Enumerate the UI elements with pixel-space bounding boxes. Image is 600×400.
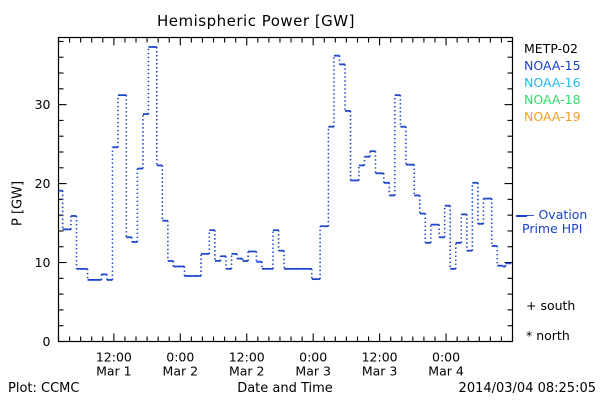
legend-item-label: NOAA-18 — [524, 92, 581, 107]
ovation-legend-dash — [516, 215, 527, 217]
x-tick-time-label: 0:00 — [166, 350, 194, 365]
y-tick-label: 20 — [35, 176, 51, 191]
ovation-legend: — Ovation Prime HPI — [522, 208, 587, 236]
series-risers-0 — [61, 46, 507, 280]
x-tick-time-label: 12:00 — [96, 350, 132, 365]
x-tick-time-label: 0:00 — [299, 350, 327, 365]
legend-item-label: NOAA-16 — [524, 75, 581, 90]
y-axis-title: P [GW] — [10, 180, 26, 227]
legend-item-label: NOAA-19 — [524, 109, 581, 124]
series-steps-0 — [58, 46, 512, 281]
legend-item-noaa-15: NOAA-15 — [524, 57, 600, 74]
x-tick-time-label: 12:00 — [362, 350, 398, 365]
y-tick-label: 10 — [35, 255, 51, 270]
legend-item-metp-02: METP-02 — [524, 40, 600, 57]
x-tick-time-label: 12:00 — [229, 350, 265, 365]
satellite-legend: METP-02 NOAA-15 NOAA-16 NOAA-18 NOAA-19 — [524, 40, 600, 125]
legend-item-noaa-19: NOAA-19 — [524, 108, 600, 125]
ovation-legend-line2: Prime HPI — [522, 221, 583, 236]
legend-marker-south: + south — [526, 298, 576, 313]
x-tick-time-label: 0:00 — [432, 350, 460, 365]
page-title: Hemispheric Power [GW] — [157, 12, 355, 30]
legend-item-label: METP-02 — [524, 41, 578, 56]
legend-marker-north: * north — [526, 328, 570, 343]
x-tick-date-label: Mar 1 — [96, 364, 132, 379]
x-tick-date-label: Mar 3 — [362, 364, 398, 379]
x-tick-date-label: Mar 4 — [428, 364, 464, 379]
y-tick-label: 0 — [43, 334, 51, 349]
legend-item-label: NOAA-15 — [524, 58, 581, 73]
x-tick-date-label: Mar 2 — [229, 364, 265, 379]
ovation-legend-line1: — Ovation — [522, 207, 588, 222]
plot-timestamp: 2014/03/04 08:25:05 — [458, 381, 596, 396]
x-tick-date-label: Mar 3 — [295, 364, 331, 379]
x-tick-date-label: Mar 2 — [163, 364, 199, 379]
plot-frame — [57, 36, 514, 343]
plot-credit: Plot: CCMC — [8, 381, 80, 396]
y-tick-label: 30 — [35, 97, 51, 112]
legend-item-noaa-16: NOAA-16 — [524, 74, 600, 91]
x-axis-title: Date and Time — [237, 381, 333, 396]
legend-item-noaa-18: NOAA-18 — [524, 91, 600, 108]
